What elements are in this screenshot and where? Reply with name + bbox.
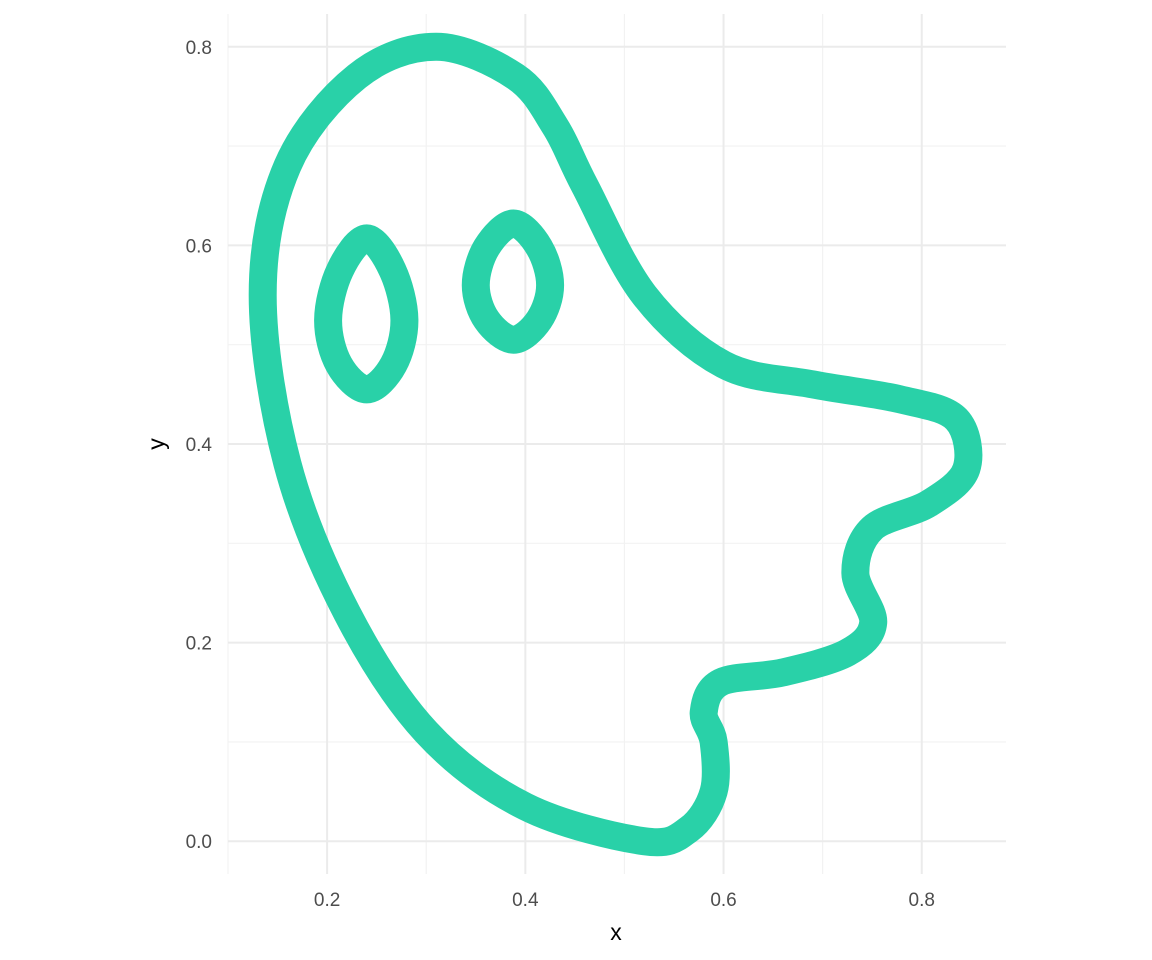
y-axis-title: y [143,438,169,450]
right-eye-outline [461,209,565,354]
x-tick-label: 0.6 [710,890,736,911]
x-tick-label: 0.4 [512,890,539,911]
y-tick-label: 0.8 [186,38,212,59]
major-gridlines [228,14,1006,874]
x-tick-label: 0.8 [909,890,935,911]
y-tick-label: 0.0 [186,832,212,853]
y-tick-label: 0.4 [186,435,213,456]
ghost-body-outline [248,32,983,857]
left-eye-outline [314,224,419,404]
x-axis-title: x [610,919,622,945]
x-tick-label: 0.2 [314,890,340,911]
y-tick-labels: 0.0 0.2 0.4 0.6 0.8 [186,38,213,853]
y-tick-label: 0.6 [186,236,212,257]
data-series [248,32,983,857]
y-tick-label: 0.2 [186,634,212,655]
x-tick-labels: 0.2 0.4 0.6 0.8 [314,890,935,911]
